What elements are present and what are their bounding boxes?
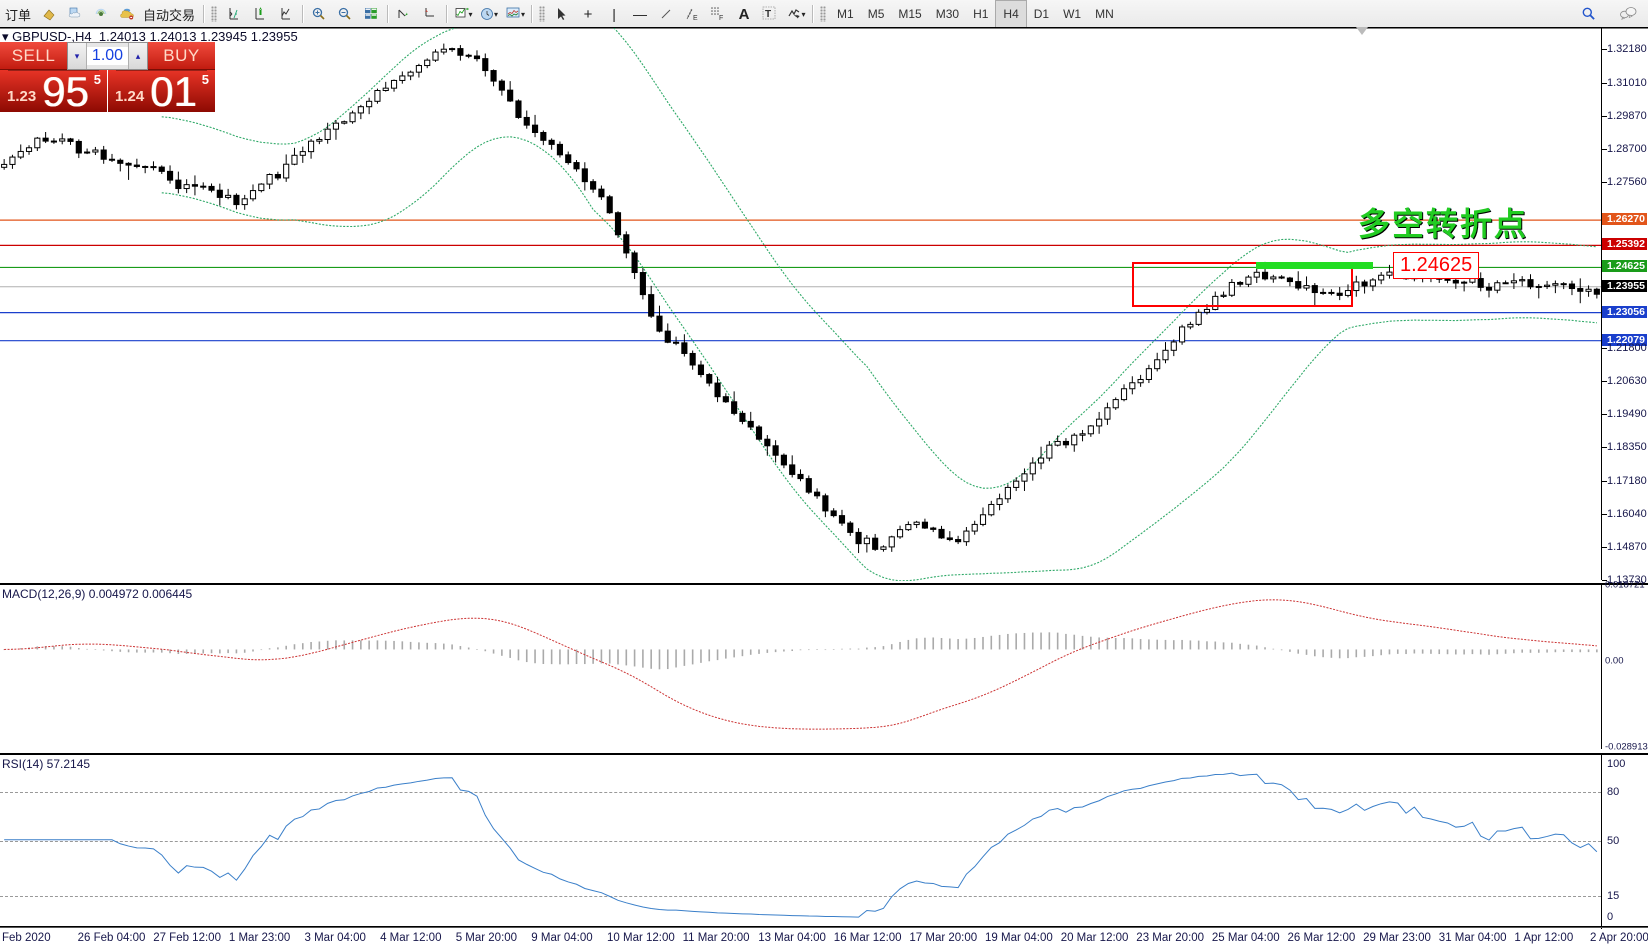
svg-text:T: T: [765, 9, 771, 20]
svg-text:E: E: [693, 15, 698, 22]
svg-text:F: F: [719, 15, 723, 22]
